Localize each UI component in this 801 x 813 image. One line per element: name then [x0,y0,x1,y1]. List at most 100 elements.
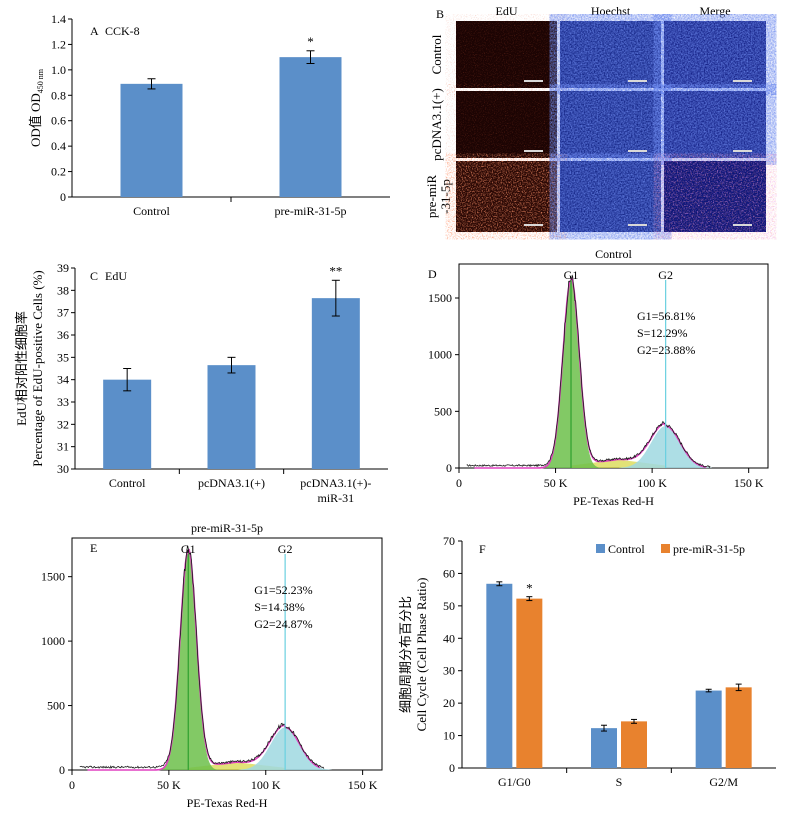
micrograph-texture [560,91,661,158]
x-tick-label: G2/M [709,775,738,789]
y-tick-label: 60 [443,566,455,580]
panel-letter: B [436,7,444,21]
y-tick-label: 20 [443,696,455,710]
y-tick-label: 1.2 [51,37,66,51]
panel-letter: E [90,541,97,555]
y-tick-label: 500 [47,699,65,713]
g2-peak-label: G2 [658,268,673,282]
y-tick-label: 1500 [428,291,452,305]
y-tick-label: 1500 [41,570,65,584]
row-label-line: Control [429,34,444,74]
legend-swatch-pre-miR-31-5p [661,544,670,553]
y-axis-title-subscript: 450 nm [36,68,45,93]
panel-c: 30 31 32 33 34 35 36 37 38 39 Control pcDNA3.1(+) **… [14,261,388,505]
column-label: Hoechst [591,4,631,18]
y-tick-label: 30 [57,462,69,476]
row-label-line: -31-5p [438,179,453,214]
panel-a: 0 0.2 0.4 0.6 0.8 1.0 1.2 1.4 Control * pre-miR-31… [28,12,390,218]
micrograph-texture [664,161,766,232]
phase-stat: G1=52.23% [254,583,312,597]
phase-stat: G2=24.87% [254,617,312,631]
x-axis-title: PE-Texas Red-H [187,796,268,810]
x-tick-label: miR-31 [317,491,354,505]
bar-pre-miR-31-5p-G1/G0 [516,598,543,768]
micrograph-texture [456,91,557,158]
histogram-title: pre-miR-31-5p [191,521,263,535]
y-tick-label: 37 [57,306,69,320]
y-axis-title: EdU相对阳性细胞率 [14,311,29,426]
legend-label: pre-miR-31-5p [673,542,745,556]
micrograph-texture [560,21,661,88]
y-axis-title: Cell Cycle (Cell Phase Ratio) [414,578,429,732]
y-axis-title: 细胞周期分布百分比 [398,596,413,713]
legend-swatch-Control [596,544,605,553]
y-tick-label: 34 [57,373,69,387]
bar-pre-miR-31-5p-S [621,721,647,768]
row-label: Control [429,34,444,74]
y-tick-label: 40 [443,631,455,645]
y-tick-label: 50 [443,599,455,613]
y-tick-label: 1000 [428,348,452,362]
g1-peak-label: G1 [564,268,579,282]
x-tick-label: 100 K [637,476,667,490]
x-tick-label: Control [133,204,170,218]
y-tick-label: 70 [443,534,455,548]
plot-frame [458,263,769,469]
x-tick-label: pre-miR-31-5p [275,204,347,218]
column-label: Merge [699,4,730,18]
significance-mark: * [307,34,314,49]
data-histogram [466,274,711,469]
y-tick-label: 1.4 [51,12,66,26]
x-tick-label: 50 K [157,778,181,792]
x-tick-label: G1/G0 [498,775,531,789]
y-axis-title-main: OD值 OD [28,93,43,147]
histogram-title: Control [595,247,632,261]
x-tick-label: Control [109,476,146,490]
bar-pcDNA3.1(+)-miR-31 [311,298,360,469]
panel-letter: F [479,542,486,556]
y-tick-label: 0.6 [51,114,66,128]
y-tick-label: 0.4 [51,139,66,153]
panel-title: EdU [105,269,127,283]
row-label: pcDNA3.1(+) [429,88,444,161]
bar-pre-miR-31-5p-G2/M [725,687,752,768]
legend-label: Control [608,542,645,556]
panel-letter: C [90,269,98,283]
y-tick-label: 39 [57,261,69,275]
x-tick-label: pcDNA3.1(+) [198,476,265,490]
g2-peak-label: G2 [278,542,293,556]
y-tick-label: 35 [57,350,69,364]
bar-Control-G1/G0 [486,583,513,768]
x-tick-label: 150 K [348,778,378,792]
panel-b: B EdU Hoechst Merge Control pcDNA3.1(+) pre-mi… [424,4,766,232]
row-label: pre-miR-31-5p [424,175,453,219]
significance-mark: * [526,581,533,596]
phase-stat: G1=56.81% [637,309,695,323]
x-tick-label: S [616,775,623,789]
data-histogram [79,545,325,769]
bar-pre-miR-31-5p [279,57,342,198]
y-tick-label: 500 [434,404,452,418]
y-tick-label: 30 [443,664,455,678]
phase-stat: S=12.29% [637,326,687,340]
x-tick-label: 100 K [251,778,281,792]
row-label-line: pre-miR [424,175,439,219]
bar-Control-S [591,728,617,768]
column-label: EdU [496,4,518,18]
y-tick-label: 0.8 [51,88,66,102]
x-tick-label: 50 K [544,476,568,490]
significance-mark: ** [329,263,342,278]
micrograph-texture [560,161,661,232]
y-axis-title: Percentage of EdU-positive Cells (%) [30,270,45,466]
x-tick-label: 0 [69,778,75,792]
g1-peak-label: G1 [181,542,196,556]
y-axis-title: OD值 OD450 nm [28,68,45,147]
micrograph-texture [456,21,557,88]
y-tick-label: 0 [60,190,66,204]
y-tick-label: 36 [57,328,69,342]
panel-title: CCK-8 [105,24,140,38]
y-tick-label: 10 [443,729,455,743]
x-tick-label: 0 [456,476,462,490]
phase-stat: S=14.38% [254,600,304,614]
